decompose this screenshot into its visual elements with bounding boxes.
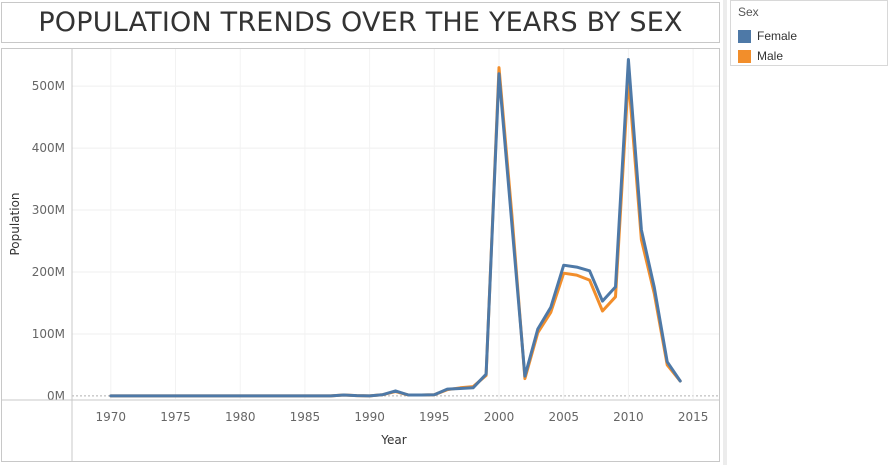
x-tick-label: 2015 [678,410,709,424]
x-axis-title: Year [380,433,406,447]
legend-item-male[interactable]: Male [738,48,783,64]
axis-layer: 0M 100M 200M 300M 400M 500M 1970 1975 1980 1985 19… [1,49,720,461]
legend-swatch-male [738,49,751,63]
legend-label-male: Male [757,49,784,63]
x-tick-label: 2005 [548,410,579,424]
x-tick-label: 1975 [160,410,191,424]
series-line-male[interactable] [109,66,682,398]
x-tick-label: 1980 [225,410,256,424]
y-tick-label: 400M [32,141,65,155]
y-axis-title: Population [8,192,22,255]
legend-title: Sex [738,5,759,19]
y-tick-label: 100M [32,327,65,341]
x-tick-label: 1990 [354,410,385,424]
x-tick-label: 1970 [96,410,127,424]
legend-item-female[interactable]: Female [738,28,797,44]
chart-frame [1,48,720,462]
legend-swatch-female [738,29,751,43]
x-tick-label: 2000 [484,410,515,424]
pane-divider [723,0,727,465]
x-tick-label: 2010 [613,410,644,424]
x-tick-label: 1995 [419,410,450,424]
chart-title: POPULATION TRENDS OVER THE YEARS BY SEX [1,2,720,43]
legend: Sex Female Male [730,0,888,66]
x-tick-label: 1985 [290,410,321,424]
y-tick-label: 0M [47,389,65,403]
y-tick-label: 500M [32,79,65,93]
y-tick-label: 300M [32,203,65,217]
series-line-female[interactable] [109,58,682,398]
grid-layer [72,49,719,399]
legend-label-female: Female [757,29,798,43]
y-tick-label: 200M [32,265,65,279]
series-layer [109,58,682,398]
